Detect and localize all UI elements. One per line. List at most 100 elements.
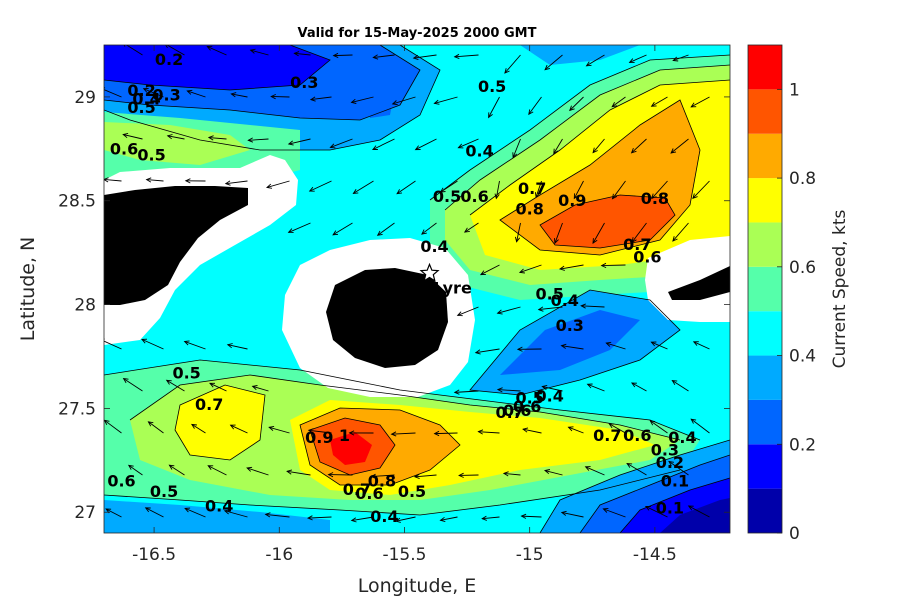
current-vector-arrow [561,345,584,350]
contour-label: 0.6 [513,397,541,416]
current-vector-arrow [457,306,479,316]
colorbar-tick-label: 0 [789,524,800,544]
current-vector-arrowhead [433,430,440,437]
east-island-mask [645,236,730,322]
contour-label: 0.6 [107,472,135,491]
current-vector-arrowhead [396,189,403,195]
current-vector-arrowhead [308,186,315,192]
current-vector-arrow [248,138,269,141]
current-vector-arrowhead [650,101,657,107]
current-vector-arrow [544,54,563,71]
current-vector-arrowhead [608,423,615,429]
y-tick-label: 28.5 [58,192,96,212]
current-vector-arrowhead [569,105,575,112]
current-vector-arrowhead [558,265,565,271]
current-vector-arrow [559,264,584,270]
current-vector-arrow [573,180,584,199]
current-vector-arrow [631,222,647,243]
current-vector-arrowhead [206,45,213,51]
current-vector-arrowhead [611,101,618,108]
current-vector-arrowhead [413,473,420,480]
current-vector-arrowhead [494,193,500,200]
current-vector-arrow [434,432,458,435]
contour-line [539,439,730,533]
current-vector-arrowhead [376,230,383,236]
colorbar-segment [748,444,782,489]
current-vector-arrow [209,382,227,392]
contour-band-0.3-sw [104,500,330,533]
contour-label-layer: 0.20.3 0.50.20.30.40.50.6 0.5 0.40.5 0.6 0.70… [107,50,696,526]
contour-label: 0.2 [127,81,155,100]
current-vector-arrow [128,464,143,476]
colorbar-segment [748,222,782,267]
contour-band-0.7-sw [175,385,265,460]
contour-band-0.0-sse [660,498,730,533]
current-vector-arrowhead [602,507,609,513]
current-vector-arrow [309,180,332,192]
current-vector-arrow [246,467,269,476]
current-vector-arrow [581,305,605,308]
current-vector-arrow [521,515,542,518]
current-vector-arrowhead [626,462,633,468]
current-vector-arrowhead [332,52,339,59]
contour-line-layer [104,45,730,533]
colorbar-tick-label: 1 [789,80,800,100]
current-vector-arrow [569,96,584,111]
east-island-land [668,266,730,300]
contour-label: 0.3 [152,85,180,104]
current-vector-arrowhead [104,177,109,183]
contour-label: 0.7 [343,480,371,499]
current-vector-arrowhead [690,102,697,108]
current-vector-arrow [294,52,311,56]
current-vector-arrowhead [141,338,148,344]
current-vector-arrowhead [421,229,427,235]
current-vector-arrowhead [439,516,446,523]
contour-label: 0.7 [495,403,523,422]
current-vector-arrowhead [600,262,607,269]
current-vector-arrowhead [226,343,233,349]
current-vector-arrow [413,54,437,59]
current-vector-arrow [330,138,353,148]
current-vector-arrowhead [560,510,567,516]
current-vector-arrowhead [512,152,518,159]
current-vector-arrow [415,138,437,150]
contour-label: 0.1 [661,472,689,491]
current-vector-arrow [611,96,626,108]
contour-line [469,289,681,396]
current-vector-arrowhead [496,309,503,315]
colorbar-segment [748,178,782,223]
station-star-icon [419,262,440,282]
current-vector-arrow [692,180,710,199]
y-tick-label: 28 [74,296,96,316]
colorbar-segment [748,266,782,312]
contour-label: 0.8 [516,200,544,219]
current-vector-arrowhead [671,379,678,386]
current-vector-arrowhead [439,187,446,193]
contour-line [104,45,441,151]
current-vector-arrow [606,342,626,350]
colorbar-segment [748,399,782,445]
current-vector-arrowhead [166,134,173,140]
current-vector-arrow [166,45,185,56]
current-vector-arrowhead [165,45,168,48]
contour-label: 0.1 [656,499,684,518]
current-vector-arrow [372,138,395,150]
land-layer [104,155,730,397]
current-vector-arrowhead [122,378,129,384]
current-vector-arrow [208,137,227,140]
x-axis-title: Longitude, E [358,575,477,597]
current-vector-arrowhead [553,148,559,155]
current-vector-arrowhead [496,387,503,393]
current-vector-arrow [224,510,248,518]
current-vector-arrow [310,96,332,101]
contour-line [469,79,730,216]
current-vector-arrow [608,423,626,434]
current-vector-arrow [104,340,122,350]
current-vector-arrowhead [518,268,525,274]
contour-line [444,64,730,211]
current-vector-arrow [145,507,164,518]
contour-label: 0.3 [290,73,318,92]
current-vector-arrow [353,180,374,194]
current-vector-arrowhead [672,236,678,242]
colorbar-tick-label: 0.6 [789,258,816,278]
